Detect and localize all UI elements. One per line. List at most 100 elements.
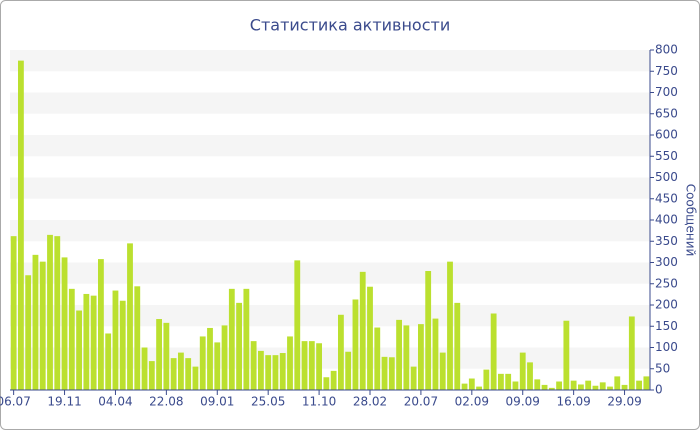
bar [330, 370, 337, 390]
bar [90, 295, 97, 390]
y-tick-label: 50 [655, 361, 670, 375]
bar [636, 380, 642, 390]
bar [25, 275, 32, 390]
bar [236, 302, 242, 390]
bar [388, 357, 395, 390]
bar [367, 286, 373, 390]
x-tick-label: 02.09 [455, 395, 489, 409]
grid-band [10, 347, 650, 369]
bar [599, 382, 606, 390]
y-tick-label: 150 [655, 319, 678, 333]
bar [476, 386, 482, 390]
bar [265, 355, 272, 390]
grid-band [10, 305, 650, 327]
bar [527, 362, 533, 390]
x-tick-label: 22.08 [149, 395, 183, 409]
bar [119, 300, 126, 390]
grid-band [10, 135, 650, 157]
y-tick-label: 350 [655, 234, 678, 248]
bar [250, 341, 257, 390]
bar [316, 343, 322, 390]
bar [294, 260, 301, 390]
y-tick-label: 400 [655, 213, 678, 227]
bar [468, 378, 475, 390]
bar [10, 236, 17, 390]
bar [418, 324, 424, 390]
bar [258, 350, 264, 390]
x-tick-label: 09.01 [200, 395, 234, 409]
bar [163, 322, 170, 390]
bar [185, 358, 192, 390]
bar [243, 288, 250, 390]
bar [323, 377, 330, 390]
bar [170, 358, 177, 390]
y-tick-label: 500 [655, 170, 678, 184]
bar [425, 271, 432, 390]
y-tick-label: 650 [655, 106, 678, 120]
bar [352, 299, 359, 390]
x-tick-label: 11.10 [302, 395, 336, 409]
bar [512, 381, 519, 390]
bar [39, 261, 46, 390]
chart-title: Статистика активности [250, 16, 450, 35]
y-tick-label: 750 [655, 64, 678, 78]
bar [403, 325, 410, 390]
bar [338, 314, 344, 390]
grid-band [10, 177, 650, 199]
bar [112, 290, 119, 390]
bar [272, 355, 279, 390]
y-tick-label: 0 [655, 383, 663, 397]
bar [592, 385, 599, 390]
grid-band [10, 50, 650, 72]
bar [105, 333, 112, 390]
bar [563, 320, 570, 390]
bar [76, 310, 82, 390]
bar [621, 384, 628, 390]
bar [61, 257, 68, 390]
bar [447, 261, 453, 390]
bar [228, 288, 235, 390]
bar [534, 379, 541, 390]
bar [287, 336, 293, 390]
y-tick-label: 700 [655, 85, 678, 99]
bar [141, 347, 148, 390]
bar [432, 318, 439, 390]
y-tick-label: 250 [655, 276, 678, 290]
bar [308, 341, 315, 390]
bar [207, 327, 213, 390]
y-axis-label: Сообщений [684, 184, 698, 257]
bar [505, 373, 512, 390]
bar [519, 352, 526, 390]
bar [585, 380, 592, 390]
x-tick-label: 16.09 [556, 395, 590, 409]
bar [279, 353, 286, 390]
grid-band [10, 92, 650, 114]
bar [548, 387, 555, 390]
bar [461, 383, 468, 390]
x-tick-label: 04.04 [98, 395, 132, 409]
bar [156, 319, 162, 390]
bar [483, 369, 490, 390]
bar [18, 60, 24, 390]
bar [396, 319, 402, 390]
bar [614, 376, 621, 390]
x-tick-label: 06.07 [0, 395, 31, 409]
bar [643, 376, 650, 390]
bar [556, 381, 562, 390]
y-tick-label: 550 [655, 149, 678, 163]
x-tick-label: 09.09 [506, 395, 540, 409]
y-tick-label: 600 [655, 128, 678, 142]
bar [178, 352, 184, 390]
bar [148, 361, 155, 390]
bar [54, 236, 61, 390]
bar [68, 288, 75, 390]
grid-band [10, 220, 650, 242]
bar [578, 384, 584, 390]
bar [83, 293, 90, 390]
y-tick-label: 800 [655, 43, 678, 57]
bar [359, 271, 366, 390]
bar [410, 366, 417, 390]
x-tick-label: 25.05 [251, 395, 285, 409]
bar [541, 384, 548, 390]
